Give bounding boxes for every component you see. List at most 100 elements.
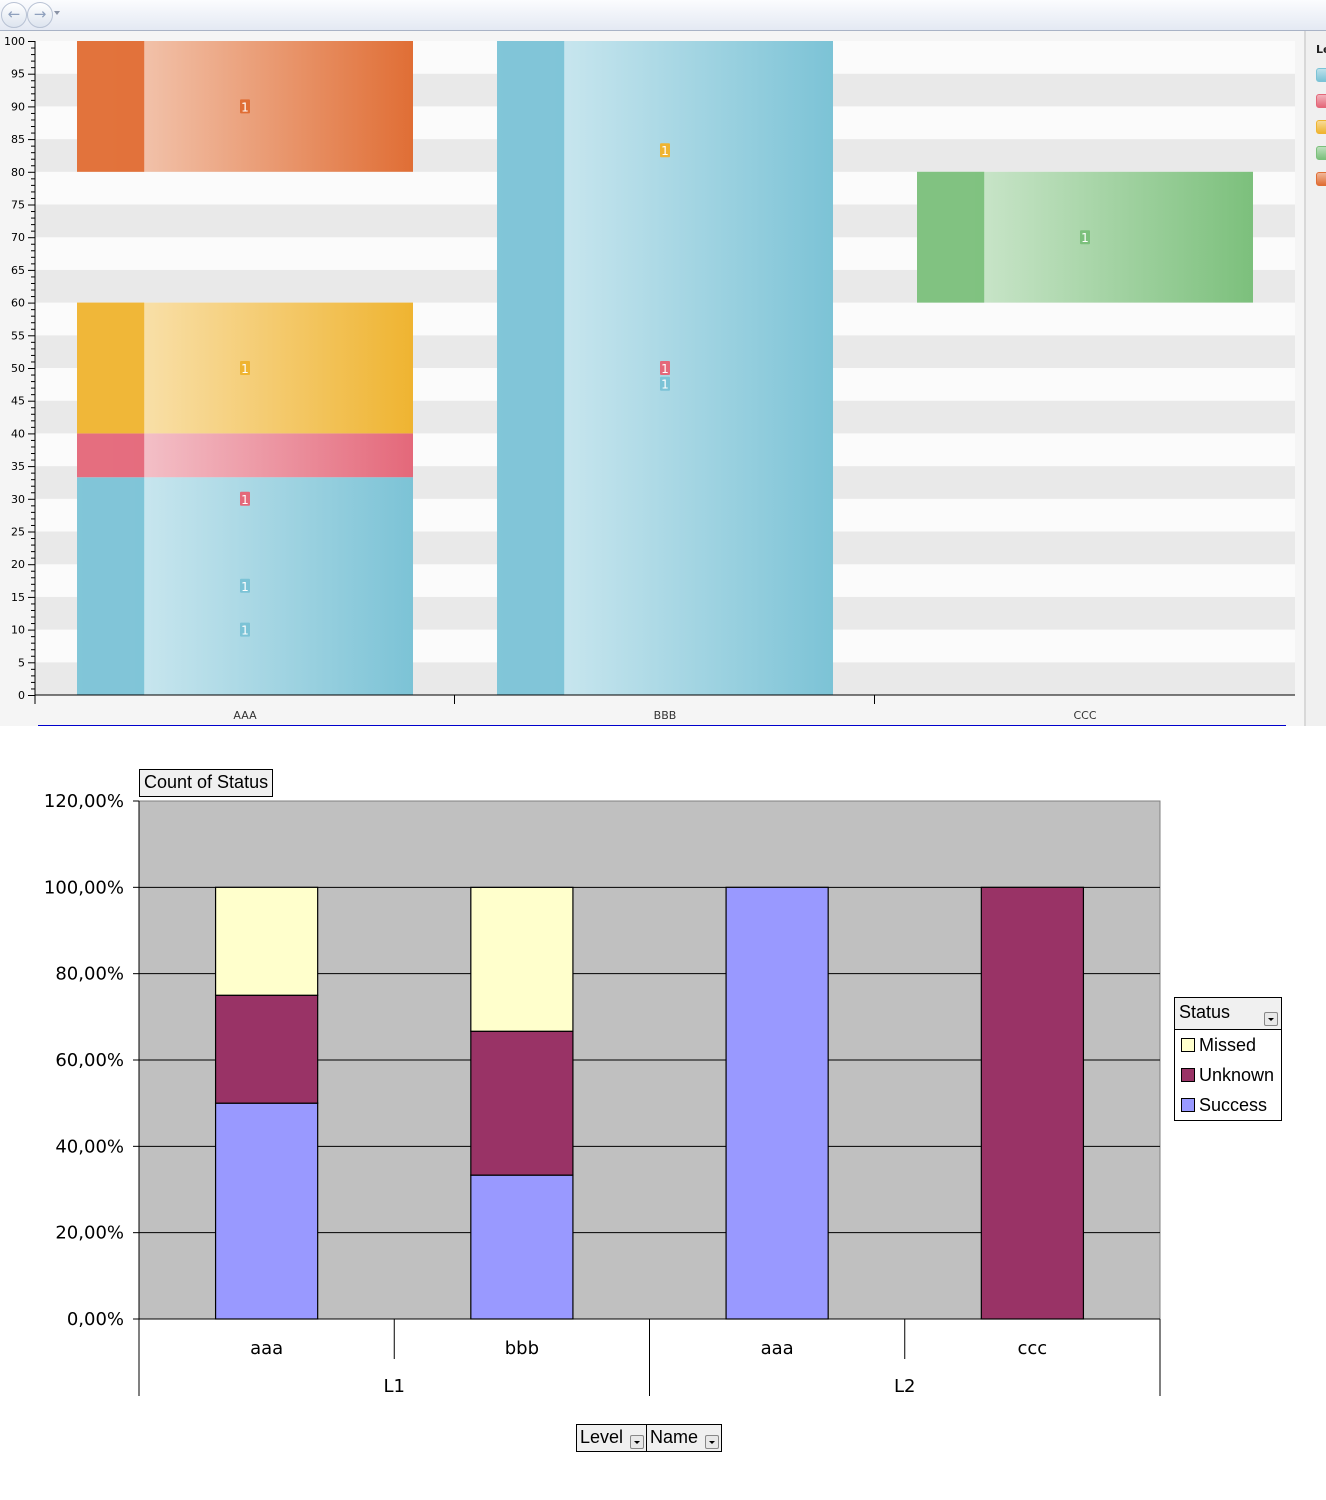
data-label-box <box>240 491 250 506</box>
bar-missed <box>214 886 319 996</box>
bar-unknown <box>214 994 319 1104</box>
legend-label: Success <box>1199 1094 1268 1115</box>
x-tick-label: CCC <box>1073 709 1096 722</box>
name-field-button[interactable]: Name <box>646 1424 722 1452</box>
bar-success <box>214 1102 319 1320</box>
group-label: L1 <box>384 1376 405 1397</box>
y-tick-label: 100 <box>4 35 25 48</box>
y-tick-label: 45 <box>11 395 25 408</box>
bar-unknown <box>470 1030 574 1176</box>
y-tick-label: 80,00% <box>55 964 124 985</box>
chart1-underline <box>38 725 1286 726</box>
y-tick-label: 65 <box>11 264 25 277</box>
legend-swatch <box>1181 1068 1195 1082</box>
chart1-axes: 0 5 10 15 20 25 30 35 40 45 50 55 60 65 70 75 80 85 90 95 10… <box>4 35 1295 722</box>
chart1-bars <box>77 41 1253 695</box>
chart1-data-labels: 1 1 1 1 1 1 1 1 1 <box>240 99 1090 638</box>
y-tick-label: 40,00% <box>55 1136 124 1157</box>
category-label: ccc <box>1018 1338 1048 1359</box>
y-tick-label: 0,00% <box>67 1309 124 1330</box>
legend-label: Missed <box>1199 1034 1257 1055</box>
forward-button[interactable]: → <box>27 2 53 28</box>
bar-segment-edge <box>77 477 145 695</box>
forward-arrow-icon: → <box>33 5 47 23</box>
name-field-label: Name <box>650 1427 699 1447</box>
status-dropdown-icon[interactable] <box>1264 1012 1278 1026</box>
y-tick-label: 15 <box>11 591 25 604</box>
x-tick-label: BBB <box>654 709 677 722</box>
legend-swatch <box>1316 94 1326 108</box>
level-field-button[interactable]: Level <box>576 1424 647 1452</box>
y-tick-label: 85 <box>11 133 25 146</box>
back-arrow-icon: ← <box>7 5 21 23</box>
bar-success <box>470 1174 574 1320</box>
history-dropdown-icon[interactable] <box>54 11 60 15</box>
data-label: 1 <box>1081 231 1089 245</box>
back-button[interactable]: ← <box>1 2 27 28</box>
data-label-box <box>660 376 670 391</box>
level-field-label: Level <box>580 1427 624 1447</box>
data-field-label: Count of Status <box>144 772 269 792</box>
bar-segment-edge <box>77 302 145 434</box>
data-label: 1 <box>241 580 249 594</box>
bar-success <box>725 886 829 1320</box>
bar-missed <box>470 886 574 1032</box>
category-label: aaa <box>250 1338 283 1359</box>
chart1-legend-title: Le <box>1316 43 1326 56</box>
y-tick-label: 70 <box>11 231 25 244</box>
legend-swatch <box>1316 146 1326 160</box>
y-tick-label: 20 <box>11 558 25 571</box>
y-tick-label: 0 <box>18 689 25 702</box>
y-tick-label: 10 <box>11 624 25 637</box>
legend-swatch <box>1181 1038 1195 1052</box>
legend-item: Unknown <box>1175 1060 1281 1090</box>
data-field-button[interactable]: Count of Status <box>139 769 274 797</box>
y-tick-label: 5 <box>18 656 25 669</box>
category-label: bbb <box>505 1338 539 1359</box>
bar-segment-edge <box>77 41 145 172</box>
data-label-box <box>660 143 670 158</box>
legend-swatch <box>1316 172 1326 186</box>
data-label-box <box>240 578 250 593</box>
y-tick-label: 100,00% <box>44 877 124 898</box>
y-tick-label: 60 <box>11 297 25 310</box>
status-field-button[interactable]: Status <box>1175 998 1281 1030</box>
data-label-box <box>240 99 250 114</box>
y-tick-label: 40 <box>11 427 25 440</box>
legend-swatch <box>1316 68 1326 82</box>
y-tick-label: 90 <box>11 100 25 113</box>
y-tick-label: 95 <box>11 68 25 81</box>
y-tick-label: 75 <box>11 199 25 212</box>
name-dropdown-icon[interactable] <box>705 1435 719 1449</box>
group-label: L2 <box>894 1376 915 1397</box>
y-tick-label: 25 <box>11 526 25 539</box>
legend-item: Missed <box>1175 1030 1281 1060</box>
chart1-legend: Le <box>1304 31 1326 726</box>
data-label: 1 <box>241 362 249 376</box>
legend-swatch <box>1181 1098 1195 1112</box>
status-field-label: Status <box>1179 1002 1231 1022</box>
bar-segment-edge <box>77 433 145 478</box>
data-label: 1 <box>241 624 249 638</box>
chart2-legend: Status Missed Unknown Success <box>1174 997 1282 1121</box>
y-tick-label: 60,00% <box>55 1050 124 1071</box>
chart2-svg: 0,00% 20,00% 40,00% 60,00% 80,00% 100,00% 120,… <box>44 791 1161 1397</box>
data-label: 1 <box>241 493 249 507</box>
y-tick-label: 80 <box>11 166 25 179</box>
y-tick-label: 50 <box>11 362 25 375</box>
y-tick-label: 35 <box>11 460 25 473</box>
chart1-svg: 1 1 1 1 1 1 1 1 1 0 5 10 15 20 25 30 35 40 45 50 55 60 65 70 75… <box>4 35 1295 722</box>
x-tick-label: AAA <box>233 709 257 722</box>
data-label-box <box>240 622 250 637</box>
data-label-box <box>660 361 670 375</box>
data-label: 1 <box>661 144 669 158</box>
y-tick-label: 30 <box>11 493 25 506</box>
legend-label: Unknown <box>1199 1064 1275 1085</box>
level-dropdown-icon[interactable] <box>630 1435 644 1449</box>
category-label: aaa <box>761 1338 794 1359</box>
y-tick-label: 120,00% <box>44 791 124 812</box>
data-label: 1 <box>661 378 669 392</box>
data-label: 1 <box>661 362 669 376</box>
data-label: 1 <box>241 100 249 114</box>
y-tick-label: 20,00% <box>55 1223 124 1244</box>
